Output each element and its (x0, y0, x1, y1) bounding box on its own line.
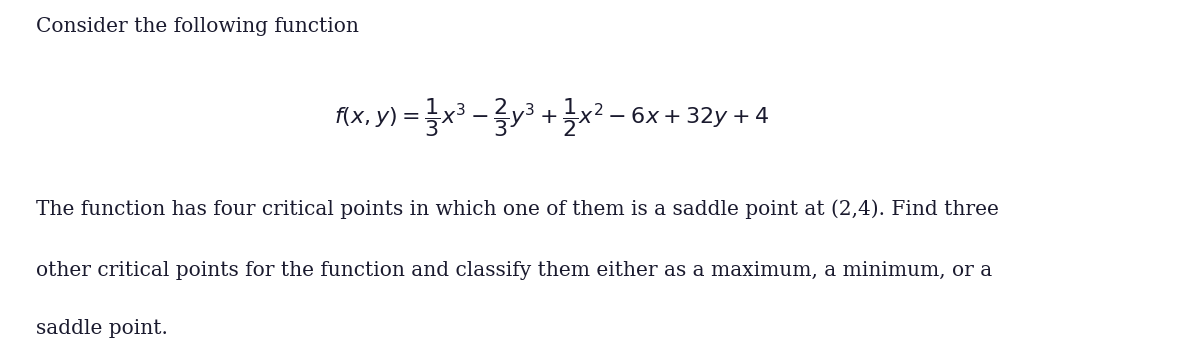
Text: other critical points for the function and classify them either as a maximum, a : other critical points for the function a… (36, 261, 992, 280)
Text: The function has four critical points in which one of them is a saddle point at : The function has four critical points in… (36, 199, 998, 218)
Text: saddle point.: saddle point. (36, 319, 168, 338)
Text: $f(x, y) = \dfrac{1}{3}x^3 - \dfrac{2}{3}y^3 + \dfrac{1}{2}x^2 - 6x + 32y + 4$: $f(x, y) = \dfrac{1}{3}x^3 - \dfrac{2}{3… (335, 96, 769, 139)
Text: Consider the following function: Consider the following function (36, 17, 359, 36)
